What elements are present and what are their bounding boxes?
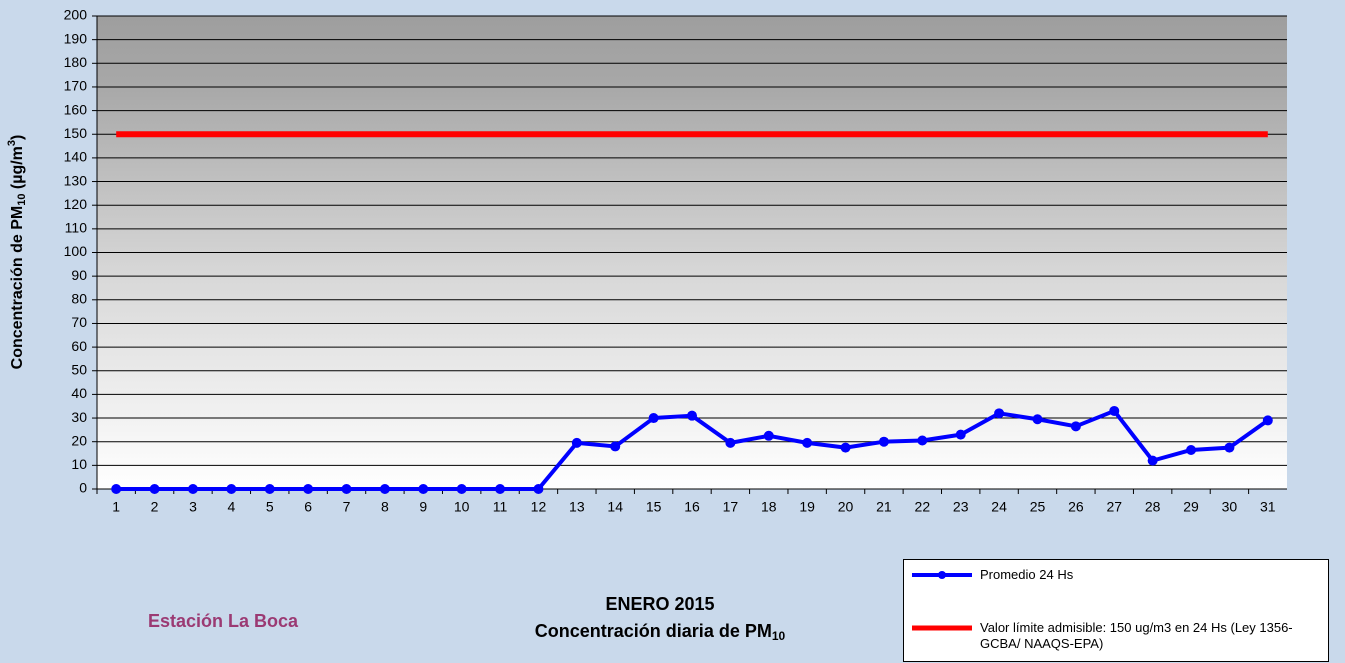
y-axis-title: Concentración de PM10 (µg/m3) [6,135,28,370]
x-tick-label: 30 [1222,499,1238,515]
point [533,484,543,494]
y-tick-label: 50 [71,361,87,377]
x-tick-label: 11 [493,499,508,515]
point [917,436,927,446]
point [150,484,160,494]
point [188,484,198,494]
y-tick-label: 100 [64,243,88,259]
legend: Promedio 24 Hs Valor límite admisible: 1… [903,559,1329,662]
x-tick-label: 26 [1068,499,1084,515]
y-tick-label: 110 [65,220,88,236]
x-tick-label: 1 [112,499,120,515]
point [764,431,774,441]
x-tick-label: 19 [799,499,815,515]
point [226,484,236,494]
legend-label: Promedio 24 Hs [980,567,1325,583]
x-tick-label: 2 [151,499,159,515]
y-label-part: ) [9,135,26,140]
y-tick-label: 180 [64,54,88,70]
y-label-part: (µg/m [9,146,26,193]
point [572,438,582,448]
x-tick-label: 9 [419,499,427,515]
subtitle-part: Concentración diaria de PM [535,621,772,641]
point [265,484,275,494]
x-tick-label: 12 [531,499,547,515]
x-tick-label: 6 [304,499,312,515]
y-tick-label: 40 [71,385,87,401]
point [495,484,505,494]
point [841,443,851,453]
x-tick-label: 16 [684,499,700,515]
x-tick-label: 23 [953,499,969,515]
x-tick-label: 5 [266,499,274,515]
y-tick-label: 140 [64,149,88,165]
legend-label: Valor límite admisible: 150 ug/m3 en 24 … [980,620,1325,652]
x-tick-label: 10 [454,499,470,515]
station-label: Estación La Boca [148,611,299,631]
y-tick-label: 160 [64,101,88,117]
point [687,411,697,421]
x-tick-label: 22 [915,499,931,515]
y-tick-label: 130 [64,172,88,188]
page: Concentración de PM10 (µg/m3) ENERO 2015… [0,0,1345,663]
x-tick-label: 18 [761,499,777,515]
y-tick-label: 30 [71,409,87,425]
point [1148,456,1158,466]
point [1263,415,1273,425]
x-tick-label: 28 [1145,499,1161,515]
x-tick-label: 3 [189,499,197,515]
point [457,484,467,494]
legend-swatch [912,568,972,582]
y-tick-label: 20 [71,432,87,448]
y-tick-label: 170 [64,78,88,94]
x-tick-label: 21 [876,499,892,515]
point [342,484,352,494]
x-tick-label: 27 [1106,499,1122,515]
y-tick-label: 190 [64,30,88,46]
point [1032,414,1042,424]
x-tick-label: 7 [343,499,351,515]
x-tick-label: 14 [607,499,623,515]
y-tick-label: 80 [71,291,87,307]
point [1071,421,1081,431]
x-tick-label: 4 [227,499,235,515]
point [725,438,735,448]
point [610,441,620,451]
chart-title: ENERO 2015 [605,594,714,614]
point [1109,406,1119,416]
point [994,408,1004,418]
point [956,430,966,440]
y-tick-label: 60 [71,338,87,354]
point [1224,443,1234,453]
point [303,484,313,494]
x-tick-label: 29 [1183,499,1199,515]
y-tick-label: 150 [64,125,88,141]
y-tick-label: 0 [79,480,87,496]
x-tick-label: 8 [381,499,389,515]
x-tick-label: 20 [838,499,854,515]
y-label-part: Concentración de PM [9,206,26,370]
y-label-sub: 10 [16,194,28,206]
x-tick-label: 13 [569,499,585,515]
point [111,484,121,494]
point [802,438,812,448]
chart-subtitle: Concentración diaria de PM10 [535,621,786,643]
point [879,437,889,447]
point [380,484,390,494]
point [418,484,428,494]
y-tick-label: 90 [71,267,87,283]
subtitle-sub: 10 [772,629,786,643]
y-tick-label: 70 [71,314,87,330]
x-tick-label: 17 [723,499,739,515]
y-tick-label: 200 [64,7,88,23]
x-tick-label: 24 [991,499,1007,515]
legend-swatch [912,621,972,635]
x-tick-label: 15 [646,499,662,515]
x-tick-label: 25 [1030,499,1046,515]
y-tick-label: 10 [71,456,87,472]
point [649,413,659,423]
y-tick-label: 120 [64,196,88,212]
point [1186,445,1196,455]
x-tick-label: 31 [1260,499,1276,515]
